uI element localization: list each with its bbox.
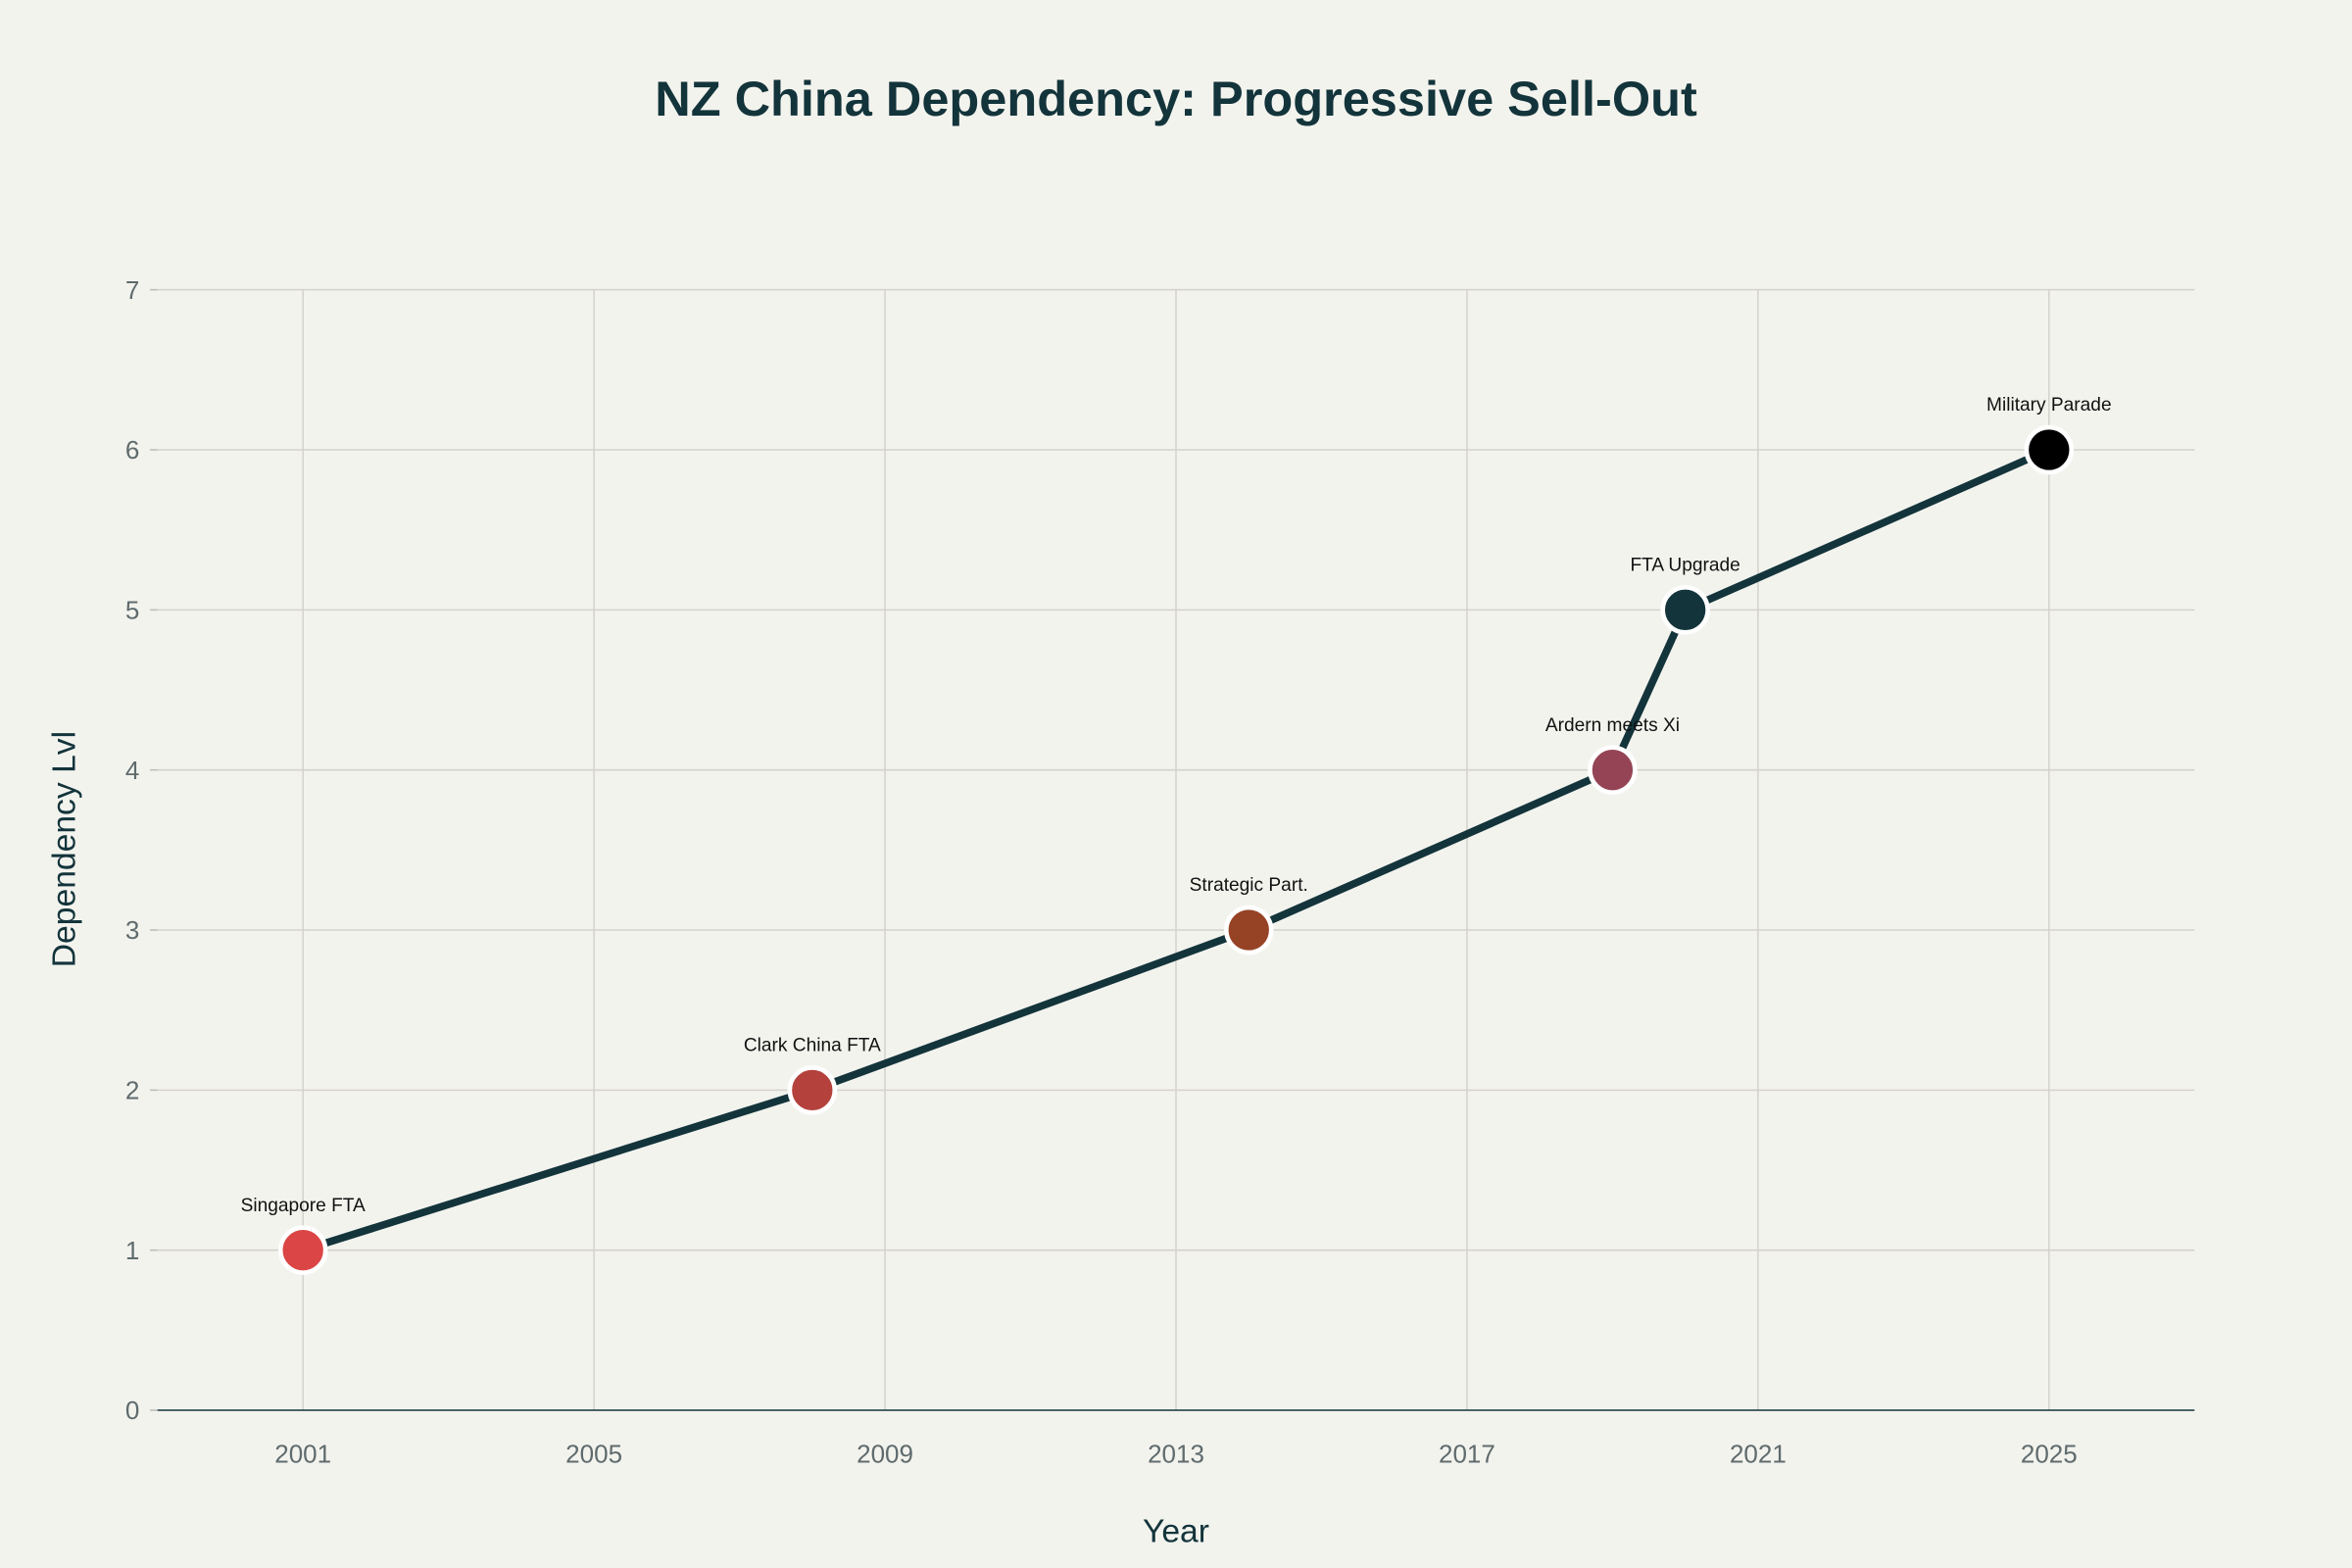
x-tick-label: 2013 xyxy=(1148,1440,1204,1469)
tick-labels: 2001 2005 2009 2013 2017 2021 2025 0 1 2 3 4 5 6 7 xyxy=(125,275,2078,1469)
data-point-marker xyxy=(2024,424,2075,475)
data-point-label: Clark China FTA xyxy=(744,1036,881,1056)
data-point-marker xyxy=(1588,745,1638,795)
y-tick-label: 7 xyxy=(125,275,139,305)
y-tick-label: 1 xyxy=(125,1236,139,1265)
data-point-label: Singapore FTA xyxy=(241,1196,366,1216)
data-point-label: Ardern meets Xi xyxy=(1545,715,1680,736)
x-tick-label: 2005 xyxy=(565,1440,622,1469)
y-tick-label: 3 xyxy=(125,915,139,945)
x-axis-title: Year xyxy=(1143,1514,1209,1550)
grid xyxy=(150,288,2195,1411)
y-tick-label: 2 xyxy=(125,1076,139,1105)
y-tick-label: 4 xyxy=(125,756,139,785)
data-point-marker xyxy=(1660,585,1710,635)
y-tick-label: 0 xyxy=(125,1396,139,1425)
y-axis-title: Dependency Lvl xyxy=(47,731,83,967)
data-point-label: Military Parade xyxy=(1986,395,2112,416)
data-points: Singapore FTA Clark China FTA Strategic Pa… xyxy=(241,395,2112,1275)
data-point-label: FTA Upgrade xyxy=(1630,556,1740,576)
x-tick-label: 2021 xyxy=(1730,1440,1787,1469)
y-tick-label: 6 xyxy=(125,435,139,465)
data-point-label: Strategic Part. xyxy=(1190,875,1308,896)
data-point-marker xyxy=(1223,905,1274,956)
data-point-marker xyxy=(277,1225,328,1275)
data-point-marker xyxy=(787,1065,838,1115)
y-tick-label: 5 xyxy=(125,596,139,625)
x-tick-label: 2025 xyxy=(2021,1440,2078,1469)
x-tick-label: 2001 xyxy=(274,1440,331,1469)
series-line xyxy=(302,446,2051,1254)
x-tick-label: 2017 xyxy=(1439,1440,1495,1469)
chart-title: NZ China Dependency: Progressive Sell-Ou… xyxy=(655,71,1697,126)
x-tick-label: 2009 xyxy=(857,1440,913,1469)
